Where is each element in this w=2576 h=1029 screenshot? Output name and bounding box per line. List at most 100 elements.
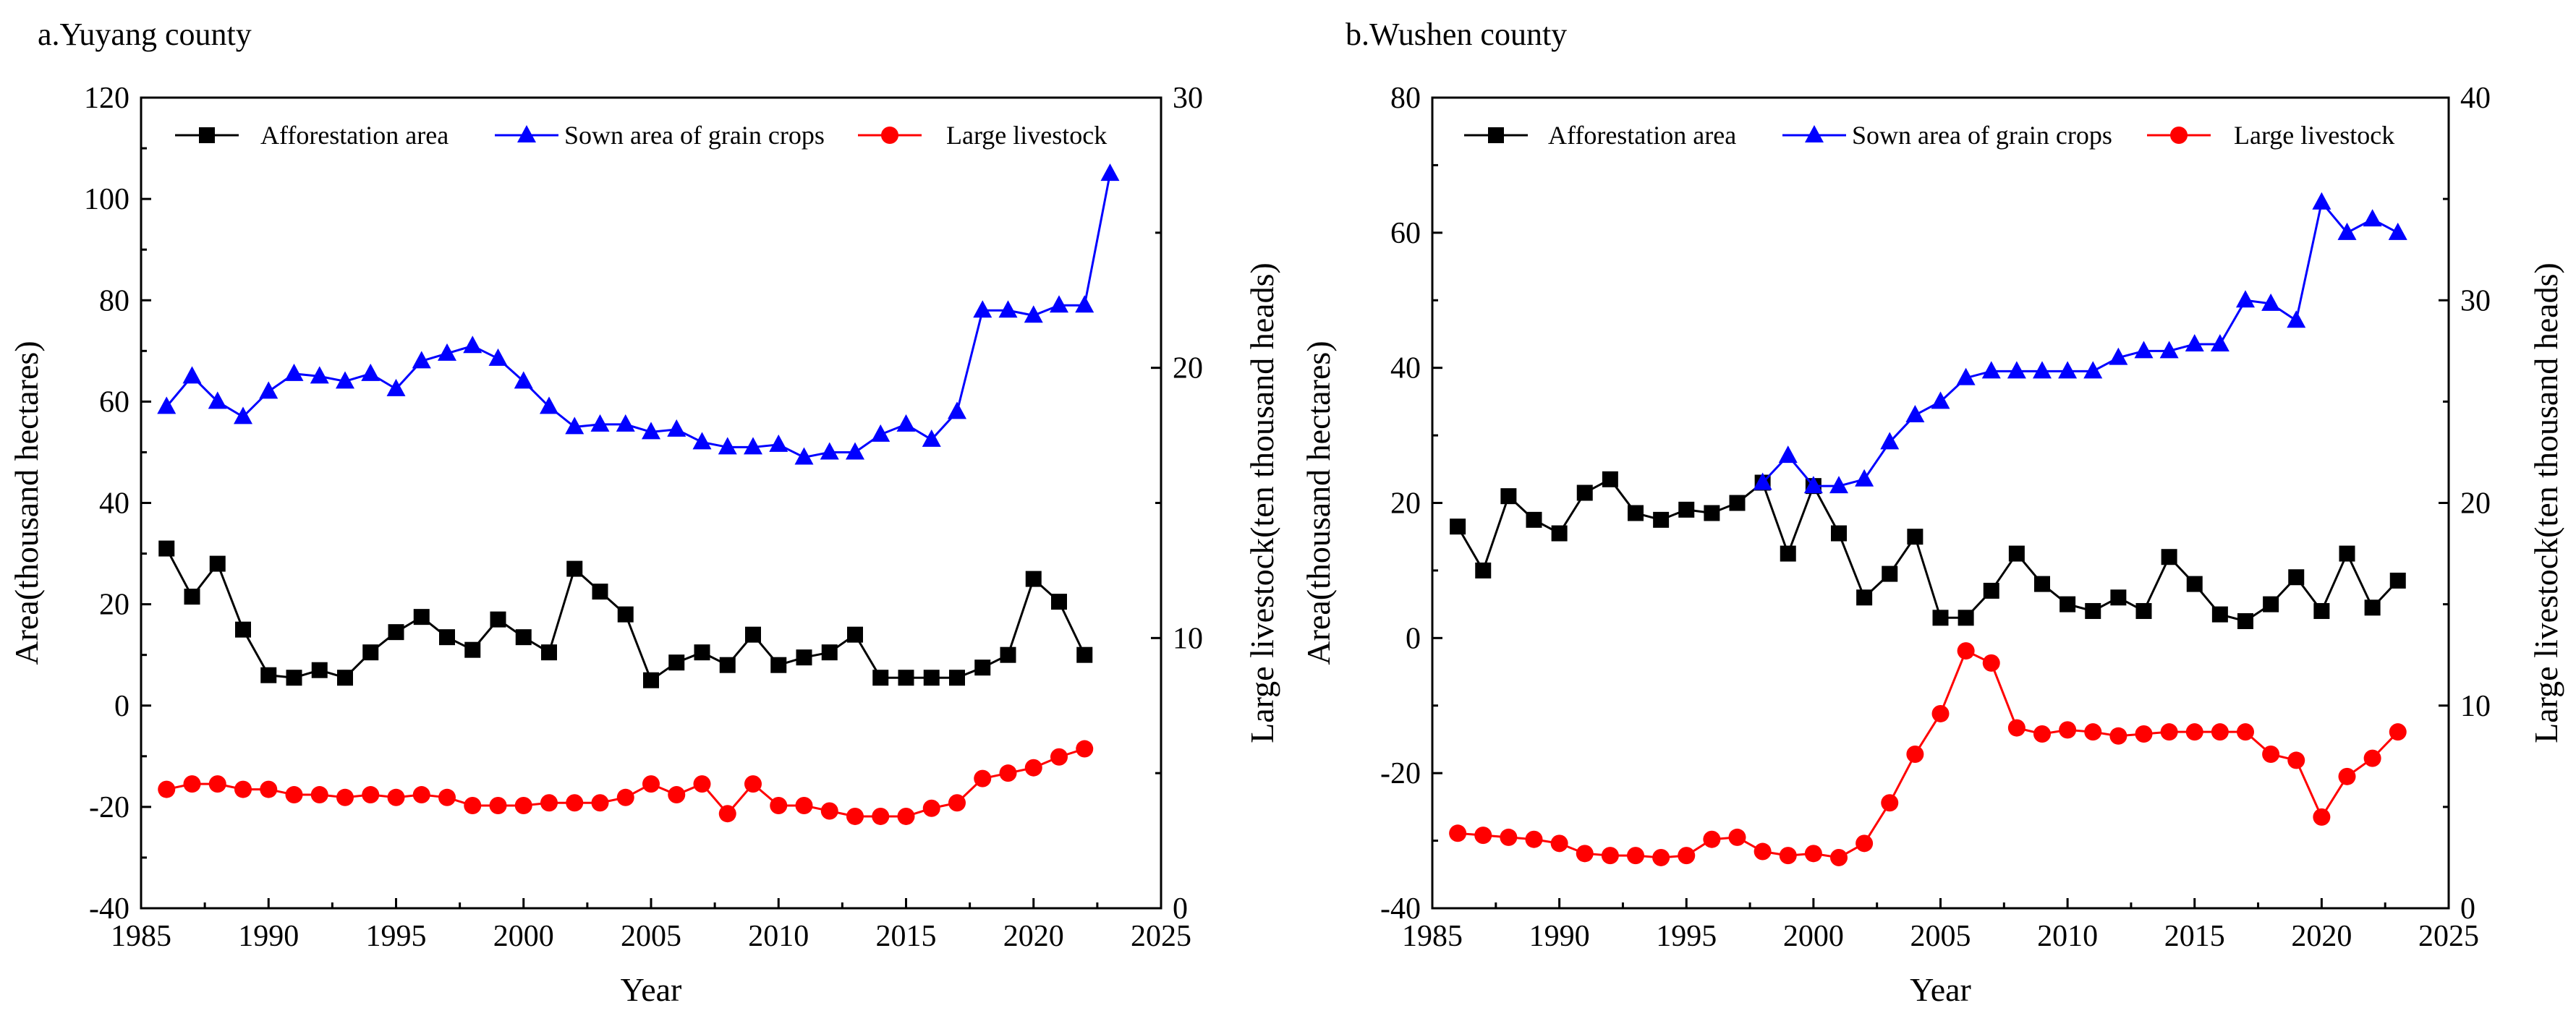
data-point	[694, 644, 710, 661]
data-point	[1075, 295, 1094, 313]
series-line	[1456, 477, 2399, 623]
data-point	[616, 414, 635, 432]
data-point	[591, 794, 609, 812]
data-point	[820, 442, 839, 460]
data-point	[820, 802, 838, 820]
x-tick-label: 2000	[1783, 920, 1844, 953]
data-point	[284, 363, 304, 381]
data-point	[1678, 501, 1695, 518]
data-point	[796, 649, 812, 666]
data-point	[2312, 192, 2331, 210]
x-tick-label: 2000	[493, 920, 554, 953]
data-point	[362, 786, 380, 804]
x-tick-label: 2020	[1003, 920, 1064, 953]
data-point	[667, 419, 686, 437]
data-point	[948, 401, 966, 419]
y2-tick-label: 0	[1173, 892, 1188, 926]
data-point	[2033, 725, 2051, 743]
series-line	[166, 748, 1085, 818]
data-point	[922, 429, 941, 447]
data-point	[1982, 654, 2000, 672]
x-tick-label: 1990	[238, 920, 299, 953]
data-point	[2033, 361, 2052, 379]
data-point	[1024, 305, 1043, 323]
data-point	[2262, 746, 2280, 764]
data-point	[1728, 828, 1746, 846]
data-point	[998, 300, 1018, 318]
data-point	[999, 764, 1017, 782]
data-point	[872, 807, 890, 825]
data-point	[336, 371, 354, 389]
y2-tick-label: 30	[1173, 82, 1203, 115]
legend-marker	[1805, 125, 1824, 142]
data-point	[2389, 723, 2407, 741]
data-point	[2288, 569, 2305, 586]
data-point	[386, 378, 406, 396]
y-tick-label: 40	[99, 487, 129, 521]
data-point	[770, 797, 788, 815]
x-tick-label: 2015	[876, 920, 937, 953]
data-point	[2237, 723, 2254, 741]
data-point	[1855, 469, 1874, 487]
x-tick-label: 2010	[2037, 920, 2098, 953]
y2-axis-title: Large livestock(ten thousand heads)	[2528, 262, 2564, 743]
y-axis-title: Area(thousand hectares)	[8, 341, 45, 665]
y-tick-label: 0	[1406, 622, 1421, 655]
data-point	[1779, 847, 1797, 865]
data-point	[2109, 727, 2127, 745]
data-point	[770, 657, 787, 673]
y2-tick-label: 20	[1173, 352, 1203, 385]
data-point	[1704, 505, 1720, 521]
x-axis-title: Year	[621, 971, 682, 1008]
data-point	[260, 667, 277, 683]
data-point	[2287, 751, 2305, 769]
data-point	[1856, 834, 1874, 853]
data-point	[412, 786, 430, 804]
data-point	[1551, 525, 1568, 542]
data-point	[337, 670, 353, 686]
y-tick-label: 60	[99, 385, 129, 419]
legend-marker	[2170, 127, 2188, 144]
data-point	[515, 629, 532, 646]
data-point	[540, 794, 558, 812]
y2-tick-label: 0	[2460, 892, 2475, 926]
data-point	[2389, 572, 2406, 589]
y-tick-label: 80	[1390, 82, 1421, 115]
data-point	[388, 624, 404, 641]
data-point	[464, 641, 481, 658]
data-point	[490, 611, 506, 628]
data-point	[1907, 529, 1924, 545]
data-point	[1932, 610, 1949, 626]
data-point	[2160, 723, 2178, 741]
x-tick-label: 2025	[1131, 920, 1191, 953]
x-tick-label: 1985	[1402, 920, 1463, 953]
data-point	[336, 788, 354, 806]
data-point	[1729, 495, 1746, 511]
series-line	[166, 173, 1111, 459]
data-point	[922, 799, 940, 817]
data-point	[1474, 827, 1492, 845]
data-point	[1076, 740, 1094, 758]
data-point	[718, 437, 737, 455]
data-point	[592, 584, 608, 600]
data-point	[2186, 576, 2203, 592]
chart-title: a.Yuyang county	[38, 17, 252, 52]
legend-label: Afforestation area	[260, 121, 449, 150]
data-point	[184, 589, 200, 605]
y-tick-label: 20	[1390, 487, 1421, 521]
y-tick-label: 80	[99, 284, 129, 317]
x-tick-label: 1985	[111, 920, 171, 953]
data-point	[2134, 341, 2154, 359]
data-point	[413, 609, 430, 625]
data-point	[2339, 545, 2355, 562]
data-point	[2287, 310, 2306, 328]
data-point	[1957, 642, 1975, 660]
data-point	[1627, 847, 1644, 865]
data-point	[718, 805, 736, 823]
data-point	[1931, 391, 1950, 409]
data-point	[2313, 602, 2330, 619]
data-point	[1983, 582, 1999, 599]
data-point	[541, 644, 557, 661]
data-point	[235, 621, 251, 638]
